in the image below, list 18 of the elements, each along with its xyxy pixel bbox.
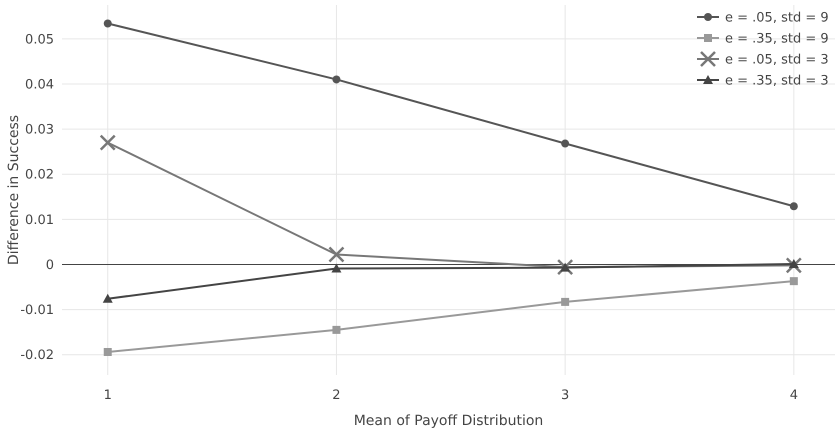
legend-label: e = .05, std = 3 [725, 52, 829, 68]
x-tick-label: 2 [332, 388, 341, 403]
x-tick-label: 3 [560, 388, 570, 403]
y-tick-label: 0.01 [25, 212, 54, 228]
x-axis-title: Mean of Payoff Distribution [354, 413, 544, 429]
y-tick-label: 0.02 [25, 168, 54, 183]
y-tick-label: 0.03 [25, 122, 54, 138]
y-axis-title: Difference in Success [6, 114, 22, 266]
legend-label: e = .35, std = 3 [725, 74, 829, 88]
y-tick-label: 0.04 [25, 77, 54, 92]
legend-label: e = .35, std = 9 [725, 32, 829, 46]
x-tick-label: 1 [104, 388, 112, 403]
y-tick-label: -0.02 [20, 348, 54, 364]
x-tick-label: 4 [790, 388, 798, 403]
legend-label: e = .05, std = 9 [725, 10, 829, 26]
y-tick-label: 0 [46, 258, 54, 273]
y-tick-label: 0.05 [25, 32, 54, 48]
y-tick-label: -0.01 [20, 303, 54, 318]
